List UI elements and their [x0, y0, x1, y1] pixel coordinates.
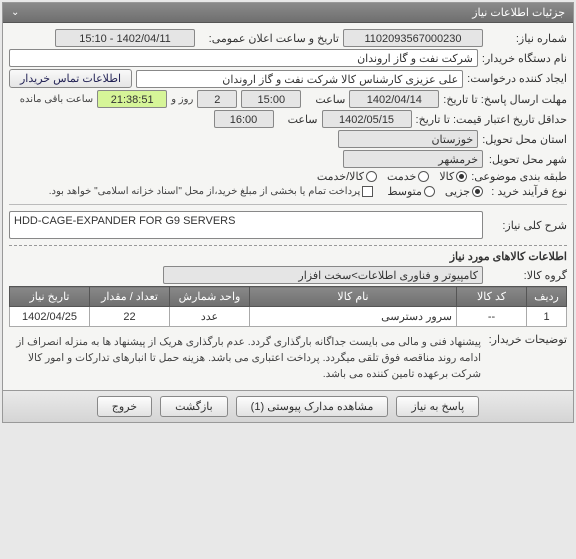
panel-header: جزئیات اطلاعات نیاز ⌄ — [3, 3, 573, 23]
validity-date-field: 1402/05/15 — [322, 110, 412, 128]
announce-label: تاریخ و ساعت اعلان عمومی: — [199, 32, 339, 45]
td-unit: عدد — [170, 307, 250, 327]
city-label: شهر محل تحویل: — [487, 153, 567, 166]
td-date: 1402/04/25 — [10, 307, 90, 327]
validity-label: حداقل تاریخ اعتبار قیمت: تا تاریخ: — [416, 113, 567, 126]
reply-hour-field: 15:00 — [241, 90, 301, 108]
buyer-label: نام دستگاه خریدار: — [482, 52, 567, 65]
cat-goods-radio[interactable]: کالا — [439, 170, 467, 183]
items-subheader: اطلاعات کالاهای مورد نیاز — [9, 245, 567, 263]
th-code: کد کالا — [457, 287, 527, 307]
td-code: -- — [457, 307, 527, 327]
province-field: خوزستان — [338, 130, 478, 148]
th-date: تاریخ نیاز — [10, 287, 90, 307]
payment-check[interactable]: پرداخت تمام یا بخشی از مبلغ خرید،از محل … — [49, 186, 374, 197]
day-left-label: روز و — [171, 94, 193, 105]
category-label: طبقه بندی موضوعی: — [471, 170, 567, 183]
requester-field: علی عزیزی کارشناس کالا شرکت نفت و گاز ار… — [136, 70, 463, 88]
th-unit: واحد شمارش — [170, 287, 250, 307]
time-left-note: ساعت باقی مانده — [20, 94, 93, 105]
footer-bar: پاسخ به نیاز مشاهده مدارک پیوستی (1) باز… — [3, 390, 573, 422]
validity-hour-field: 16:00 — [214, 110, 274, 128]
need-no-field: 1102093567000230 — [343, 29, 483, 47]
buyer-notes-label: توضیحات خریدار: — [487, 333, 567, 346]
items-table: ردیف کد کالا نام کالا واحد شمارش تعداد /… — [9, 286, 567, 327]
buyer-notes: پیشنهاد فنی و مالی می بایست جداگانه بارگ… — [9, 333, 483, 384]
type-medium-radio[interactable]: متوسط — [387, 185, 435, 198]
td-row: 1 — [527, 307, 567, 327]
back-button[interactable]: بازگشت — [160, 396, 228, 417]
purchase-type-label: نوع فرآیند خرید : — [487, 185, 567, 198]
reply-hour-label: ساعت — [305, 93, 345, 106]
province-label: استان محل تحویل: — [482, 133, 567, 146]
city-field: خرمشهر — [343, 150, 483, 168]
requester-label: ایجاد کننده درخواست: — [467, 72, 567, 85]
announce-field: 1402/04/11 - 15:10 — [55, 29, 195, 47]
need-no-label: شماره نیاز: — [487, 32, 567, 45]
panel-title: جزئیات اطلاعات نیاز — [472, 6, 565, 19]
exit-button[interactable]: خروج — [97, 396, 152, 417]
reply-date-field: 1402/04/14 — [349, 90, 439, 108]
group-field: کامپیوتر و فناوری اطلاعات>سخت افزار — [163, 266, 483, 284]
td-name: سرور دسترسی — [250, 307, 457, 327]
type-group: جزیی متوسط — [387, 185, 483, 198]
td-qty: 22 — [90, 307, 170, 327]
reply-button[interactable]: پاسخ به نیاز — [396, 396, 479, 417]
info-panel: جزئیات اطلاعات نیاز ⌄ شماره نیاز: 110209… — [2, 2, 574, 423]
cat-both-radio[interactable]: کالا/خدمت — [317, 170, 377, 183]
attachments-button[interactable]: مشاهده مدارک پیوستی (1) — [236, 396, 389, 417]
days-left-field: 2 — [197, 90, 237, 108]
need-desc-field: HDD-CAGE-EXPANDER FOR G9 SERVERS — [9, 211, 483, 239]
group-label: گروه کالا: — [487, 269, 567, 282]
th-qty: تعداد / مقدار — [90, 287, 170, 307]
category-group: کالا خدمت کالا/خدمت — [317, 170, 467, 183]
th-name: نام کالا — [250, 287, 457, 307]
buyer-field: شرکت نفت و گاز اروندان — [9, 49, 478, 67]
need-desc-label: شرح کلی نیاز: — [487, 219, 567, 232]
reply-deadline-label: مهلت ارسال پاسخ: تا تاریخ: — [443, 93, 567, 106]
table-row[interactable]: 1 -- سرور دسترسی عدد 22 1402/04/25 — [10, 307, 567, 327]
contact-button[interactable]: اطلاعات تماس خریدار — [9, 69, 132, 88]
cat-service-radio[interactable]: خدمت — [387, 170, 429, 183]
th-row: ردیف — [527, 287, 567, 307]
time-left-field: 21:38:51 — [97, 90, 167, 108]
collapse-icon[interactable]: ⌄ — [11, 7, 19, 18]
type-small-radio[interactable]: جزیی — [445, 185, 483, 198]
validity-hour-label: ساعت — [278, 113, 318, 126]
